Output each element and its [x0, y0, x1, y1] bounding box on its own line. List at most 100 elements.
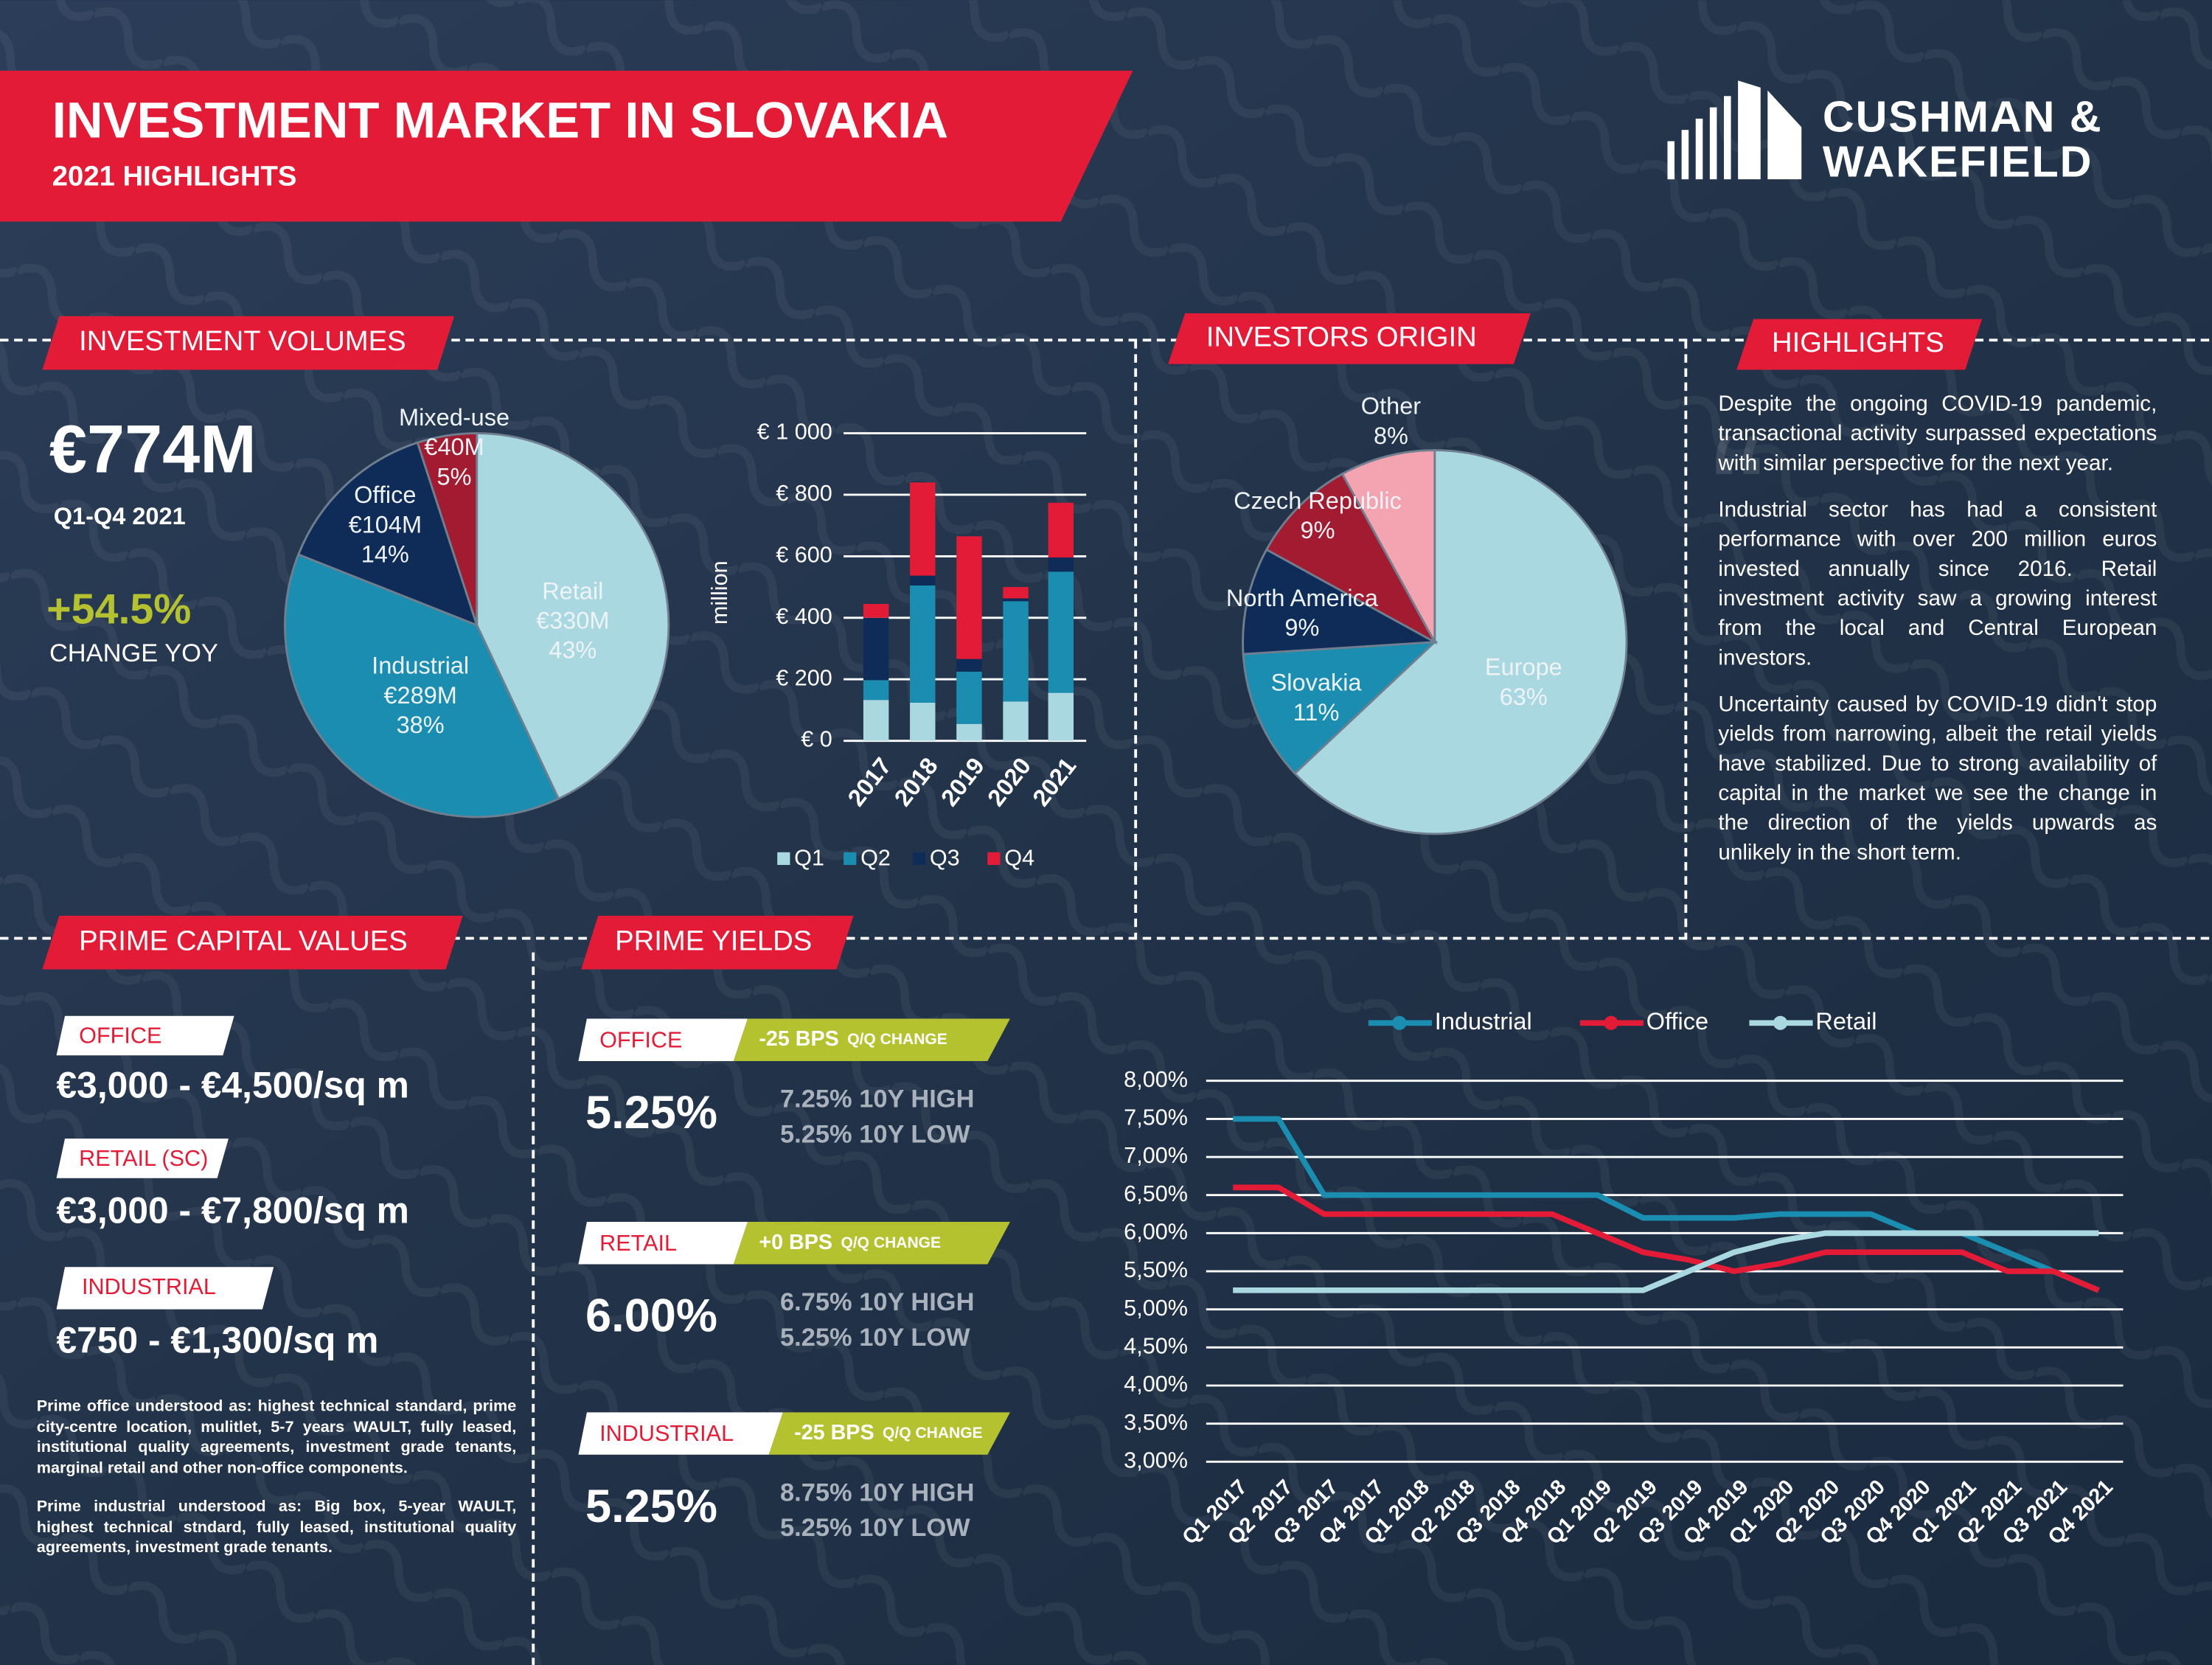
bar-segment [863, 617, 889, 681]
bar-segment [863, 604, 889, 618]
ten-year-low: 5.25% 10Y LOW [780, 1324, 970, 1352]
bps: -25 BPS [759, 1027, 838, 1051]
slice-value-label: €330M [536, 608, 609, 634]
bar-segment [863, 680, 889, 701]
ten-year-low: 5.25% 10Y LOW [780, 1514, 970, 1542]
bps-change: -25 BPS Q/Q CHANGE [794, 1421, 982, 1445]
logo-text: CUSHMAN & [1823, 91, 2103, 141]
yoy-label: CHANGE YOY [49, 639, 218, 667]
slice-value-label: 5% [437, 463, 472, 490]
heading-banner [42, 915, 463, 970]
pie-slice [1242, 641, 1438, 775]
sector: RETAIL [599, 1231, 677, 1256]
yield: 5.25% [585, 1481, 717, 1532]
highlights-text: Despite the ongoing COVID-19 pandemic, t… [1718, 389, 2157, 868]
y-tick-label: € 400 [776, 604, 832, 629]
y-tick-label: € 800 [776, 481, 832, 506]
paragraph: Despite the ongoing COVID-19 pandemic, t… [1718, 392, 2157, 476]
y-tick-label: € 600 [776, 542, 832, 567]
y-tick-label: 3,00% [1124, 1447, 1188, 1473]
legend-swatch [844, 852, 857, 866]
slice-value-label: 9% [1284, 614, 1319, 641]
bps-change: -25 BPS Q/Q CHANGE [759, 1027, 947, 1051]
y-tick-label: 6,50% [1124, 1181, 1188, 1206]
ten-year-high: 8.75% 10Y HIGH [780, 1478, 974, 1506]
y-tick-label: 7,00% [1124, 1143, 1188, 1168]
legend-label: Office [1646, 1008, 1708, 1035]
slice-label: Slovakia [1271, 670, 1363, 696]
bar-segment [956, 723, 982, 741]
bar-segment [1048, 692, 1074, 741]
sector-tag [578, 1222, 748, 1265]
bar-segment [910, 585, 936, 703]
sector: INDUSTRIAL [82, 1274, 216, 1299]
legend-marker [1392, 1015, 1407, 1030]
pie-slice [1293, 449, 1628, 835]
slice-label: Industrial [372, 653, 469, 679]
y-tick-label: 6,00% [1124, 1219, 1188, 1244]
legend-label: Industrial [1435, 1008, 1532, 1035]
slice-label: Retail [542, 577, 603, 604]
slice-label: Other [1361, 393, 1421, 420]
bar-segment [1003, 598, 1029, 602]
sector: RETAIL (SC) [79, 1146, 208, 1171]
heading-banner [1736, 319, 1983, 370]
y-tick-label: 4,00% [1124, 1372, 1188, 1397]
bar-segment [1003, 601, 1029, 702]
paragraph: Uncertainty caused by COVID-19 didn't st… [1718, 692, 2157, 866]
slice-label: Mixed-use [399, 404, 509, 431]
section-heading: PRIME CAPITAL VALUES [79, 925, 408, 956]
slice-label: Czech Republic [1234, 487, 1402, 514]
capital-range: €3,000 - €7,800/sq m [57, 1190, 409, 1231]
capital-range: €750 - €1,300/sq m [57, 1320, 379, 1361]
slice-value-label: €289M [383, 682, 456, 709]
legend-label: Q4 [1004, 845, 1034, 870]
bar-segment [1003, 701, 1029, 741]
notes-box: Prime office understood as: highest tech… [36, 1398, 517, 1557]
y-axis-label: million [707, 560, 732, 625]
logo-text: WAKEFIELD [1823, 137, 2093, 187]
subtitle: 2021 HIGHLIGHTS [52, 160, 297, 192]
bar-segment [1048, 502, 1074, 558]
bps-change: +0 BPS Q/Q CHANGE [759, 1230, 941, 1254]
line-series [1233, 1184, 2100, 1293]
note: Prime office understood as: highest tech… [36, 1398, 517, 1477]
pie-slice [416, 432, 479, 626]
slice-value-label: 8% [1374, 423, 1408, 449]
legend-label: Q1 [794, 845, 824, 870]
y-tick-label: 5,50% [1124, 1257, 1188, 1282]
ten-year-high: 6.75% 10Y HIGH [780, 1288, 974, 1316]
legend-label: Q2 [860, 845, 891, 870]
pie-slice [1265, 472, 1438, 645]
slice-value-label: 63% [1500, 684, 1548, 710]
section-heading: INVESTMENT VOLUMES [79, 325, 406, 357]
legend-swatch [777, 852, 790, 866]
total-volume: €774M [49, 412, 257, 487]
bar-segment [1048, 571, 1074, 693]
legend-swatch [987, 852, 1001, 866]
change-tag [733, 1222, 1010, 1265]
pie-slice [284, 553, 560, 818]
bar-segment [910, 702, 936, 741]
bar-segment [956, 536, 982, 659]
pie-slice [1340, 449, 1436, 643]
sector: OFFICE [599, 1027, 682, 1052]
section-heading: INVESTORS ORIGIN [1206, 321, 1477, 352]
bar-segment [863, 700, 889, 741]
bps-unit: Q/Q CHANGE [883, 1425, 983, 1442]
sector: INDUSTRIAL [599, 1421, 734, 1446]
section-heading: PRIME YIELDS [615, 925, 812, 956]
change-tag [768, 1412, 1010, 1455]
bar-segment [1003, 587, 1029, 599]
sector-tag [56, 1267, 274, 1310]
y-tick-label: € 200 [776, 665, 832, 690]
y-tick-label: 7,50% [1124, 1105, 1188, 1130]
change-tag [733, 1018, 1010, 1061]
paragraph: Industrial sector has had a consistent p… [1718, 498, 2157, 670]
legend-marker [1604, 1015, 1618, 1030]
note: Prime industrial understood as: Big box,… [36, 1498, 517, 1557]
yoy-change: +54.5% [46, 586, 191, 633]
bar-segment [956, 671, 982, 724]
slice-label: Office [354, 482, 416, 508]
